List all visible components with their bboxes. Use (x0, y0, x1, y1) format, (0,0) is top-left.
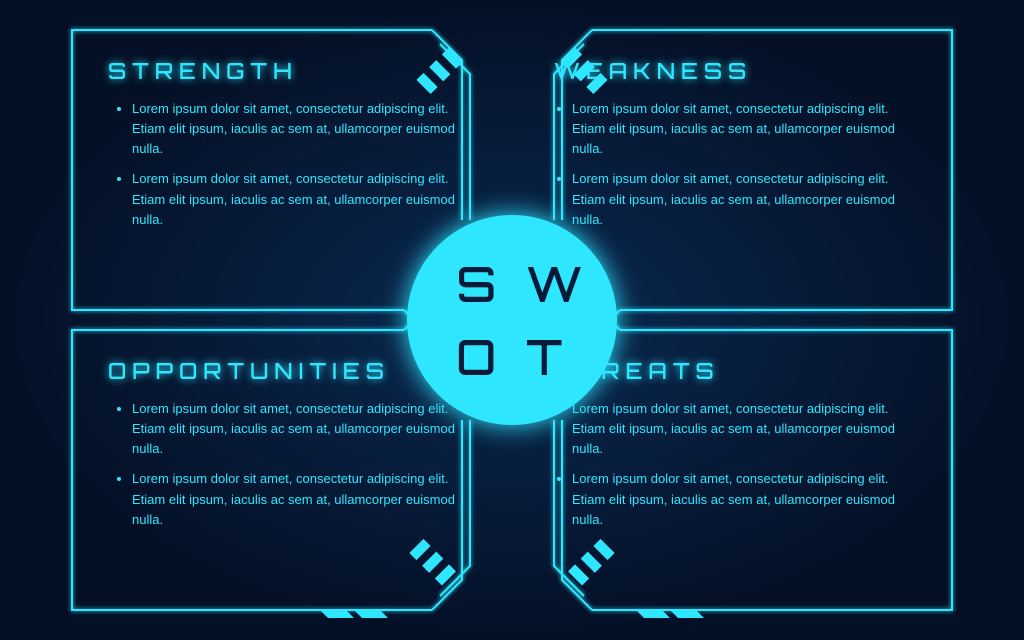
strength-title: Strength (108, 58, 512, 85)
list-item: Lorem ipsum dolor sit amet, consectetur … (132, 469, 482, 529)
list-item: Lorem ipsum dolor sit amet, consectetur … (572, 399, 922, 459)
swot-center-circle: S W O T (407, 215, 617, 425)
swot-infographic: Strength Lorem ipsum dolor sit amet, con… (0, 0, 1024, 640)
strength-bullets: Lorem ipsum dolor sit amet, consectetur … (132, 99, 482, 230)
list-item: Lorem ipsum dolor sit amet, consectetur … (132, 399, 482, 459)
list-item: Lorem ipsum dolor sit amet, consectetur … (132, 99, 482, 159)
center-letter-o: O (456, 320, 512, 387)
list-item: Lorem ipsum dolor sit amet, consectetur … (572, 469, 922, 529)
list-item: Lorem ipsum dolor sit amet, consectetur … (132, 169, 482, 229)
list-item: Lorem ipsum dolor sit amet, consectetur … (572, 99, 922, 159)
weakness-title: Weakness (554, 58, 952, 85)
center-letter-w: W (512, 253, 585, 320)
threats-bullets: Lorem ipsum dolor sit amet, consectetur … (572, 399, 922, 530)
weakness-bullets: Lorem ipsum dolor sit amet, consectetur … (572, 99, 922, 230)
list-item: Lorem ipsum dolor sit amet, consectetur … (572, 169, 922, 229)
center-letter-t: T (512, 320, 564, 387)
center-letter-s: S (456, 253, 512, 320)
threats-title: Threats (554, 358, 952, 385)
opportunities-bullets: Lorem ipsum dolor sit amet, consectetur … (132, 399, 482, 530)
